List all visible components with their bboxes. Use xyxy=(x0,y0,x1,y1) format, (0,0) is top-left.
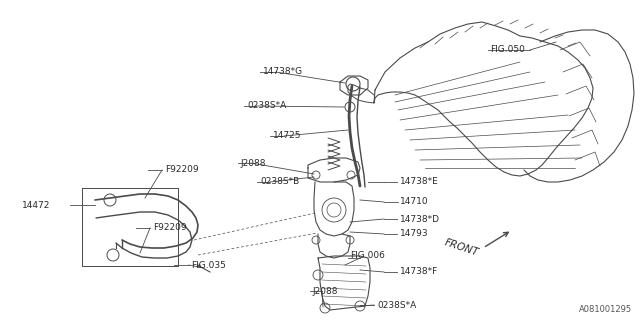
Text: 14472: 14472 xyxy=(22,201,51,210)
Text: F92209: F92209 xyxy=(153,223,187,233)
Text: J2088: J2088 xyxy=(312,286,337,295)
Text: FRONT: FRONT xyxy=(443,238,480,258)
Text: FIG.006: FIG.006 xyxy=(350,251,385,260)
Text: A081001295: A081001295 xyxy=(579,305,632,314)
Text: 14710: 14710 xyxy=(400,197,429,206)
Text: 14738*G: 14738*G xyxy=(263,68,303,76)
Text: FIG.035: FIG.035 xyxy=(191,260,226,269)
Text: 0238S*B: 0238S*B xyxy=(260,178,300,187)
Text: 14793: 14793 xyxy=(400,229,429,238)
Text: F92209: F92209 xyxy=(165,165,198,174)
Text: J2088: J2088 xyxy=(240,158,266,167)
Text: 0238S*A: 0238S*A xyxy=(377,300,416,309)
Text: 14738*E: 14738*E xyxy=(400,178,439,187)
Text: 14738*D: 14738*D xyxy=(400,214,440,223)
Text: 14725: 14725 xyxy=(273,132,301,140)
Text: 0238S*A: 0238S*A xyxy=(247,101,286,110)
Text: FIG.050: FIG.050 xyxy=(490,45,525,54)
Text: 14738*F: 14738*F xyxy=(400,268,438,276)
